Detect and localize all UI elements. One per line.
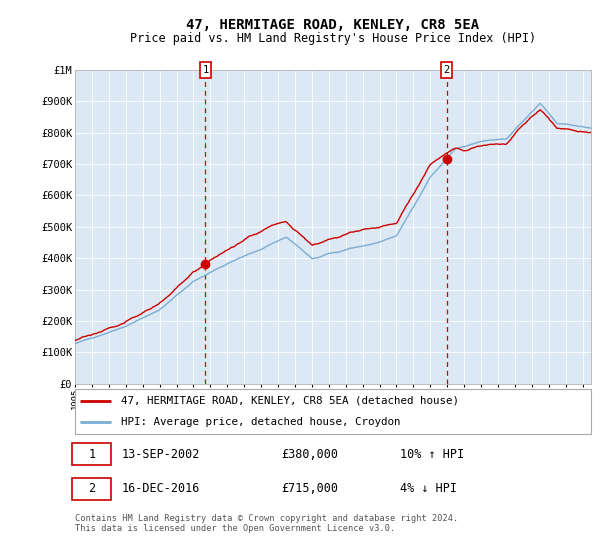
Text: £380,000: £380,000 — [281, 447, 338, 460]
FancyBboxPatch shape — [73, 444, 111, 465]
Text: 4% ↓ HPI: 4% ↓ HPI — [400, 483, 457, 496]
Text: 2: 2 — [443, 65, 449, 75]
FancyBboxPatch shape — [73, 478, 111, 500]
Text: Contains HM Land Registry data © Crown copyright and database right 2024.
This d: Contains HM Land Registry data © Crown c… — [75, 514, 458, 534]
Text: HPI: Average price, detached house, Croydon: HPI: Average price, detached house, Croy… — [121, 417, 401, 427]
Text: 47, HERMITAGE ROAD, KENLEY, CR8 5EA: 47, HERMITAGE ROAD, KENLEY, CR8 5EA — [187, 18, 479, 32]
Text: £715,000: £715,000 — [281, 483, 338, 496]
Text: 1: 1 — [202, 65, 209, 75]
Text: 1: 1 — [88, 447, 95, 460]
Text: Price paid vs. HM Land Registry's House Price Index (HPI): Price paid vs. HM Land Registry's House … — [130, 31, 536, 45]
Text: 16-DEC-2016: 16-DEC-2016 — [121, 483, 200, 496]
Text: 2: 2 — [88, 483, 95, 496]
Text: 10% ↑ HPI: 10% ↑ HPI — [400, 447, 464, 460]
Text: 47, HERMITAGE ROAD, KENLEY, CR8 5EA (detached house): 47, HERMITAGE ROAD, KENLEY, CR8 5EA (det… — [121, 396, 460, 406]
Text: 13-SEP-2002: 13-SEP-2002 — [121, 447, 200, 460]
